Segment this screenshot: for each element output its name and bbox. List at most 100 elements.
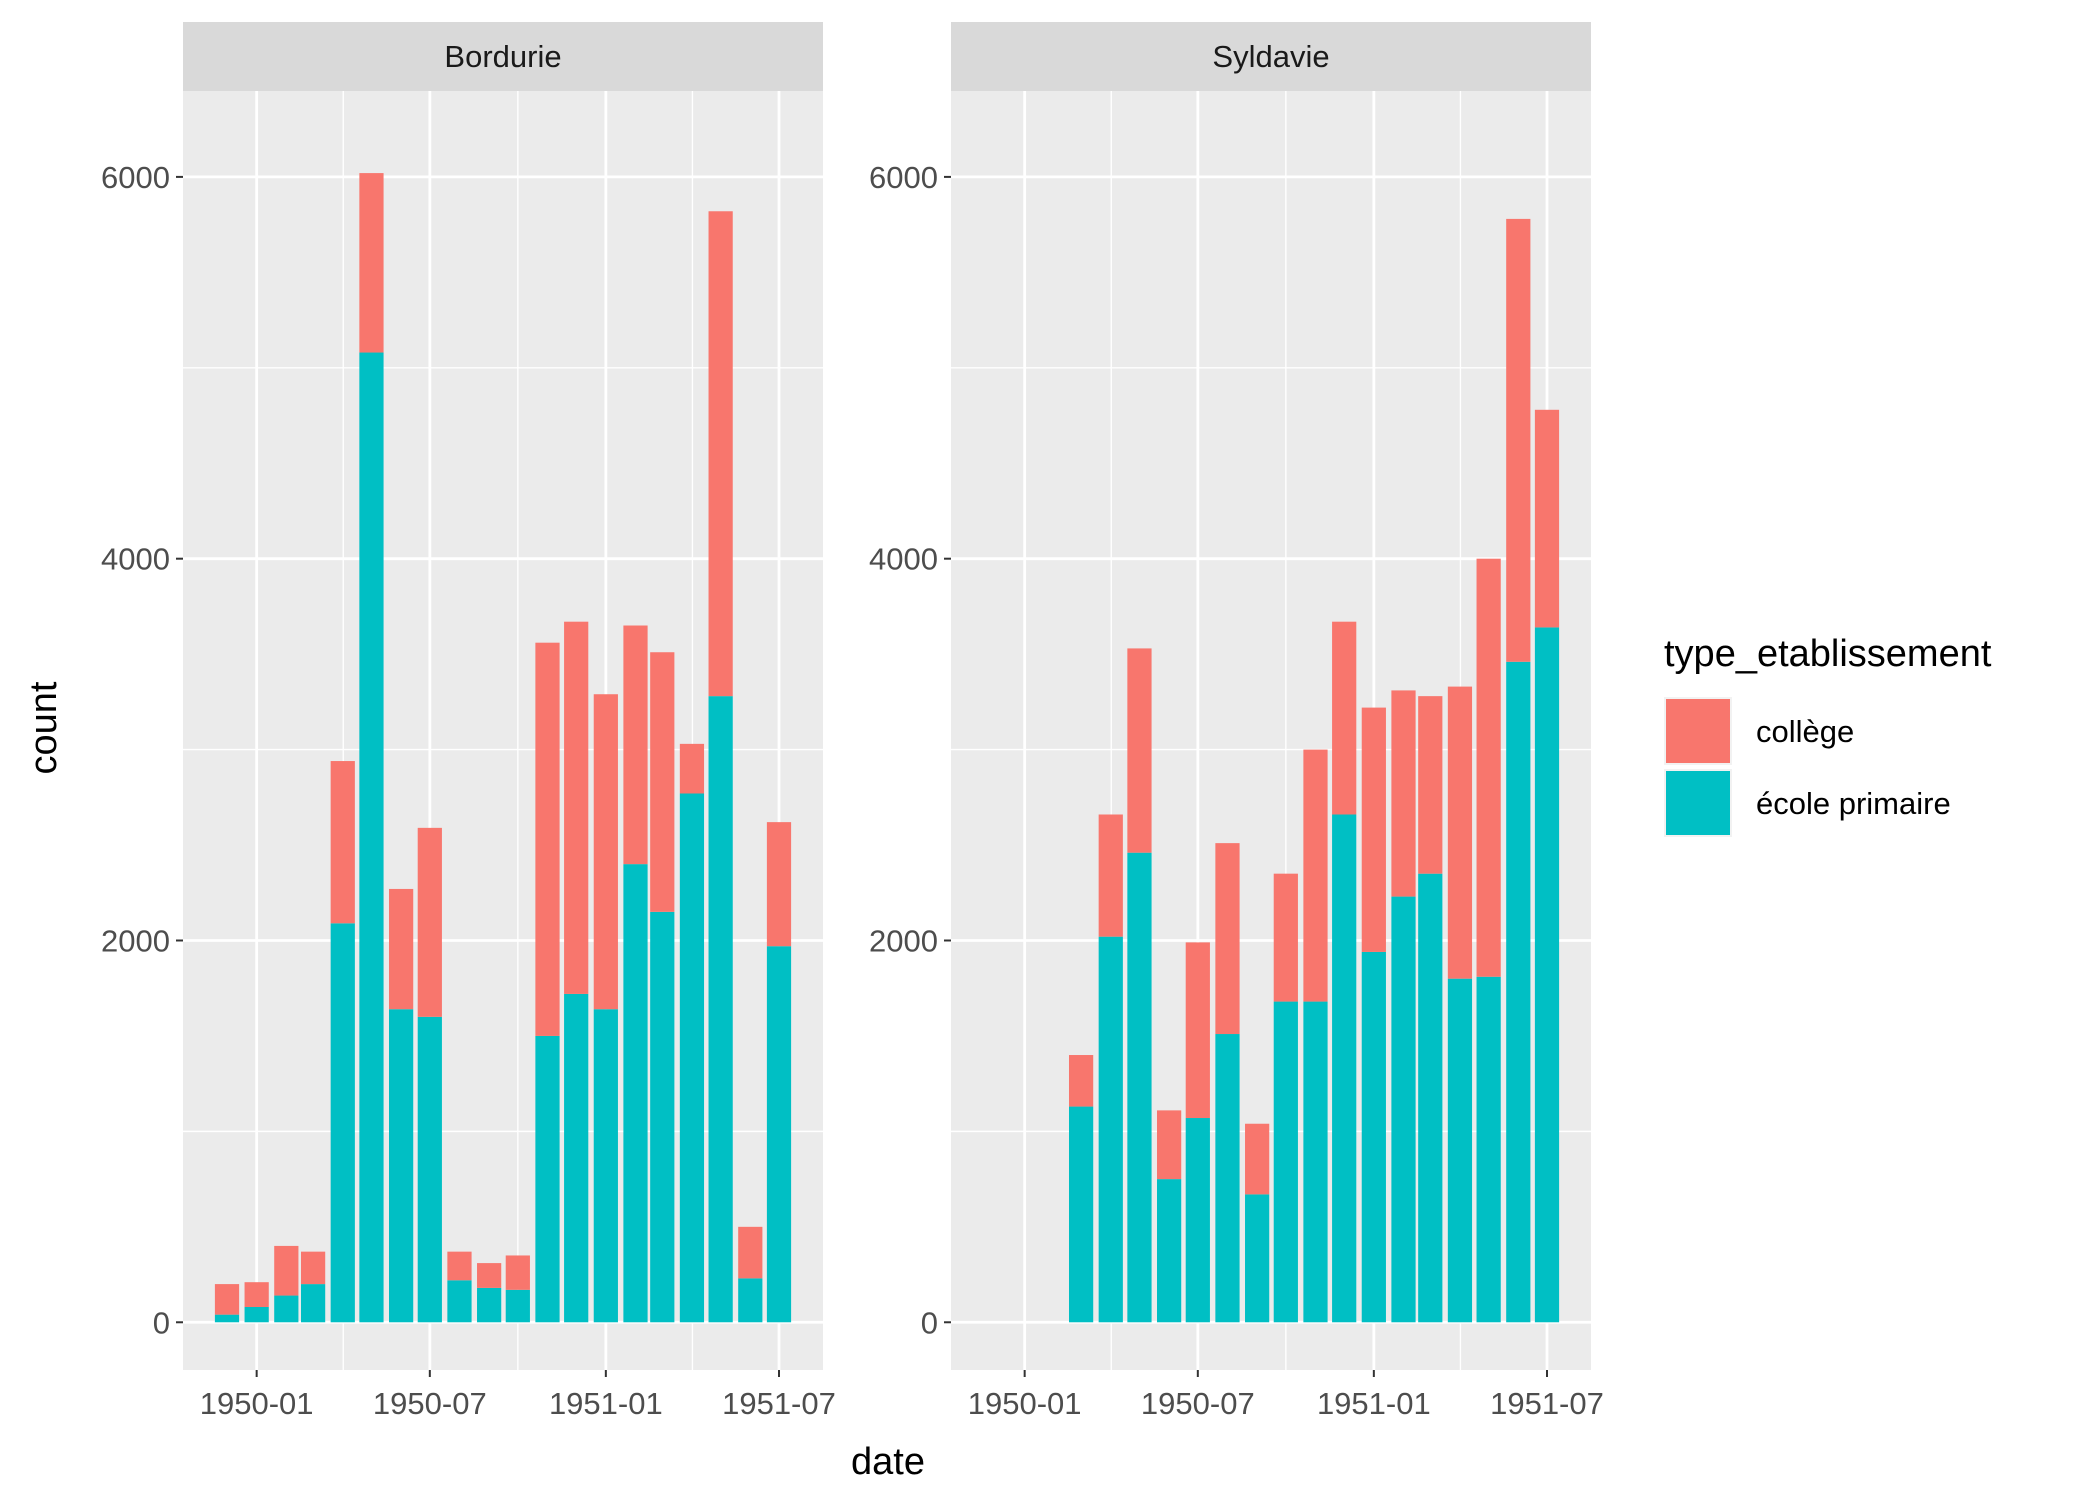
- bar-bordurie-1951-02-01-college: [623, 625, 648, 865]
- bar-bordurie-1950-11-01-ecole-primaire: [535, 1035, 560, 1323]
- y-axis-title: count: [23, 681, 65, 774]
- y-tick-label: 0: [153, 1305, 170, 1340]
- bar-bordurie-1950-09-01-college: [477, 1263, 502, 1288]
- bar-syldavie-1951-03-01-ecole-primaire: [1418, 873, 1443, 1323]
- y-tick-label: 4000: [101, 542, 170, 577]
- bar-bordurie-1950-06-01-college: [389, 888, 414, 1010]
- bar-syldavie-1951-05-01-college: [1476, 558, 1501, 977]
- bar-bordurie-1950-04-01-college: [330, 761, 355, 924]
- bar-syldavie-1950-07-01-college: [1185, 942, 1210, 1119]
- bar-syldavie-1951-02-01-ecole-primaire: [1391, 896, 1416, 1323]
- bar-bordurie-1950-02-01-college: [274, 1245, 299, 1296]
- bar-syldavie-1951-02-01-college: [1391, 690, 1416, 897]
- bar-bordurie-1949-12-01-college: [214, 1284, 240, 1315]
- bar-bordurie-1950-11-01-college: [535, 642, 560, 1036]
- bar-syldavie-1951-01-01-ecole-primaire: [1361, 951, 1386, 1323]
- bar-bordurie-1951-02-01-ecole-primaire: [623, 864, 648, 1323]
- bar-syldavie-1950-10-01-college: [1273, 873, 1298, 1002]
- y-tick-label: 6000: [101, 160, 170, 195]
- bar-syldavie-1950-03-01-ecole-primaire: [1068, 1106, 1094, 1323]
- bar-bordurie-1950-08-01-ecole-primaire: [447, 1280, 472, 1323]
- x-tick-label: 1950-07: [1141, 1386, 1255, 1421]
- panel-strip-bordurie: [183, 22, 823, 91]
- bar-bordurie-1950-06-01-ecole-primaire: [389, 1009, 414, 1323]
- legend-title: type_etablissement: [1664, 633, 1992, 675]
- bar-syldavie-1951-07-01-college: [1534, 409, 1560, 628]
- y-tick-label: 4000: [869, 542, 938, 577]
- bar-syldavie-1950-05-01-ecole-primaire: [1127, 852, 1152, 1323]
- x-tick-label: 1951-07: [1490, 1386, 1604, 1421]
- bar-syldavie-1951-06-01-college: [1506, 218, 1531, 662]
- legend-swatch-ecole-primaire: [1666, 771, 1730, 835]
- bar-bordurie-1951-07-01-college: [766, 822, 792, 947]
- bar-syldavie-1950-09-01-ecole-primaire: [1245, 1194, 1270, 1323]
- y-tick-label: 0: [921, 1305, 938, 1340]
- bar-syldavie-1950-12-01-college: [1332, 621, 1357, 815]
- bar-syldavie-1950-08-01-ecole-primaire: [1215, 1034, 1240, 1323]
- bar-bordurie-1951-06-01-college: [738, 1226, 763, 1279]
- bar-syldavie-1951-05-01-ecole-primaire: [1476, 976, 1501, 1323]
- legend: type_etablissement collège école primair…: [1664, 633, 1992, 837]
- panel-bordurie: Bordurie 0 2000 4000 6000 1950-01 1950-07 1951-…: [101, 22, 836, 1421]
- bar-bordurie-1950-05-01-ecole-primaire: [359, 352, 384, 1323]
- bar-syldavie-1950-04-01-college: [1098, 814, 1123, 937]
- bar-bordurie-1950-01-01-ecole-primaire: [244, 1307, 269, 1323]
- bar-bordurie-1950-12-01-ecole-primaire: [564, 993, 589, 1323]
- bar-bordurie-1950-03-01-ecole-primaire: [300, 1284, 326, 1323]
- x-tick-label: 1951-01: [1317, 1386, 1431, 1421]
- legend-label-college: collège: [1756, 714, 1854, 749]
- panels-layer: Bordurie 0 2000 4000 6000 1950-01 1950-07 1951-…: [101, 22, 1604, 1421]
- bar-bordurie-1951-01-01-college: [593, 694, 618, 1010]
- bar-syldavie-1950-04-01-ecole-primaire: [1098, 936, 1123, 1323]
- bar-syldavie-1951-04-01-ecole-primaire: [1447, 978, 1473, 1323]
- bar-bordurie-1950-01-01-college: [244, 1282, 269, 1308]
- y-tick-label: 6000: [869, 160, 938, 195]
- bar-bordurie-1951-04-01-ecole-primaire: [679, 793, 705, 1323]
- bar-syldavie-1950-03-01-college: [1068, 1055, 1094, 1107]
- bar-syldavie-1950-06-01-college: [1157, 1110, 1182, 1180]
- bar-bordurie-1950-07-01-ecole-primaire: [417, 1016, 442, 1323]
- bar-syldavie-1950-10-01-ecole-primaire: [1273, 1001, 1298, 1323]
- bar-bordurie-1951-04-01-college: [679, 743, 705, 794]
- bar-syldavie-1950-05-01-college: [1127, 648, 1152, 853]
- bar-syldavie-1950-12-01-ecole-primaire: [1332, 814, 1357, 1323]
- x-axis-title: date: [851, 1441, 925, 1483]
- bar-bordurie-1950-05-01-college: [359, 173, 384, 353]
- bar-bordurie-1951-06-01-ecole-primaire: [738, 1278, 763, 1323]
- bar-syldavie-1951-04-01-college: [1447, 686, 1473, 979]
- bar-syldavie-1950-06-01-ecole-primaire: [1157, 1179, 1182, 1323]
- bar-bordurie-1950-12-01-college: [564, 621, 589, 994]
- y-tick-label: 2000: [101, 923, 170, 958]
- x-tick-label: 1951-07: [722, 1386, 836, 1421]
- legend-label-ecole-primaire: école primaire: [1756, 786, 1951, 821]
- x-tick-label: 1951-01: [549, 1386, 663, 1421]
- bar-bordurie-1949-12-01-ecole-primaire: [214, 1314, 240, 1323]
- panel-title-bordurie: Bordurie: [444, 39, 561, 74]
- bar-bordurie-1950-08-01-college: [447, 1251, 472, 1281]
- bar-bordurie-1950-04-01-ecole-primaire: [330, 923, 355, 1323]
- bar-syldavie-1951-07-01-ecole-primaire: [1534, 627, 1560, 1323]
- bar-syldavie-1951-06-01-ecole-primaire: [1506, 661, 1531, 1323]
- bar-bordurie-1950-10-01-college: [505, 1255, 530, 1290]
- bar-syldavie-1950-08-01-college: [1215, 843, 1240, 1035]
- bar-bordurie-1951-07-01-ecole-primaire: [766, 946, 792, 1323]
- panel-strip-syldavie: [951, 22, 1591, 91]
- bar-syldavie-1950-09-01-college: [1245, 1123, 1270, 1195]
- bar-syldavie-1951-03-01-college: [1418, 696, 1443, 874]
- bar-bordurie-1951-05-01-college: [708, 211, 733, 697]
- bar-bordurie-1950-10-01-ecole-primaire: [505, 1289, 530, 1323]
- bar-syldavie-1950-07-01-ecole-primaire: [1185, 1118, 1210, 1323]
- bar-bordurie-1950-03-01-college: [300, 1251, 326, 1285]
- x-tick-label: 1950-01: [968, 1386, 1082, 1421]
- bar-syldavie-1950-11-01-college: [1303, 749, 1328, 1002]
- bar-bordurie-1951-05-01-ecole-primaire: [708, 696, 733, 1323]
- bar-syldavie-1950-11-01-ecole-primaire: [1303, 1001, 1328, 1323]
- bar-bordurie-1951-03-01-ecole-primaire: [650, 911, 675, 1323]
- x-tick-label: 1950-01: [200, 1386, 314, 1421]
- bar-bordurie-1951-03-01-college: [650, 652, 675, 912]
- panel-syldavie: Syldavie 0 2000 4000 6000 1950-01 1950-07 1951-…: [869, 22, 1604, 1421]
- bar-bordurie-1950-09-01-ecole-primaire: [477, 1287, 502, 1323]
- x-tick-label: 1950-07: [373, 1386, 487, 1421]
- legend-swatch-college: [1666, 699, 1730, 763]
